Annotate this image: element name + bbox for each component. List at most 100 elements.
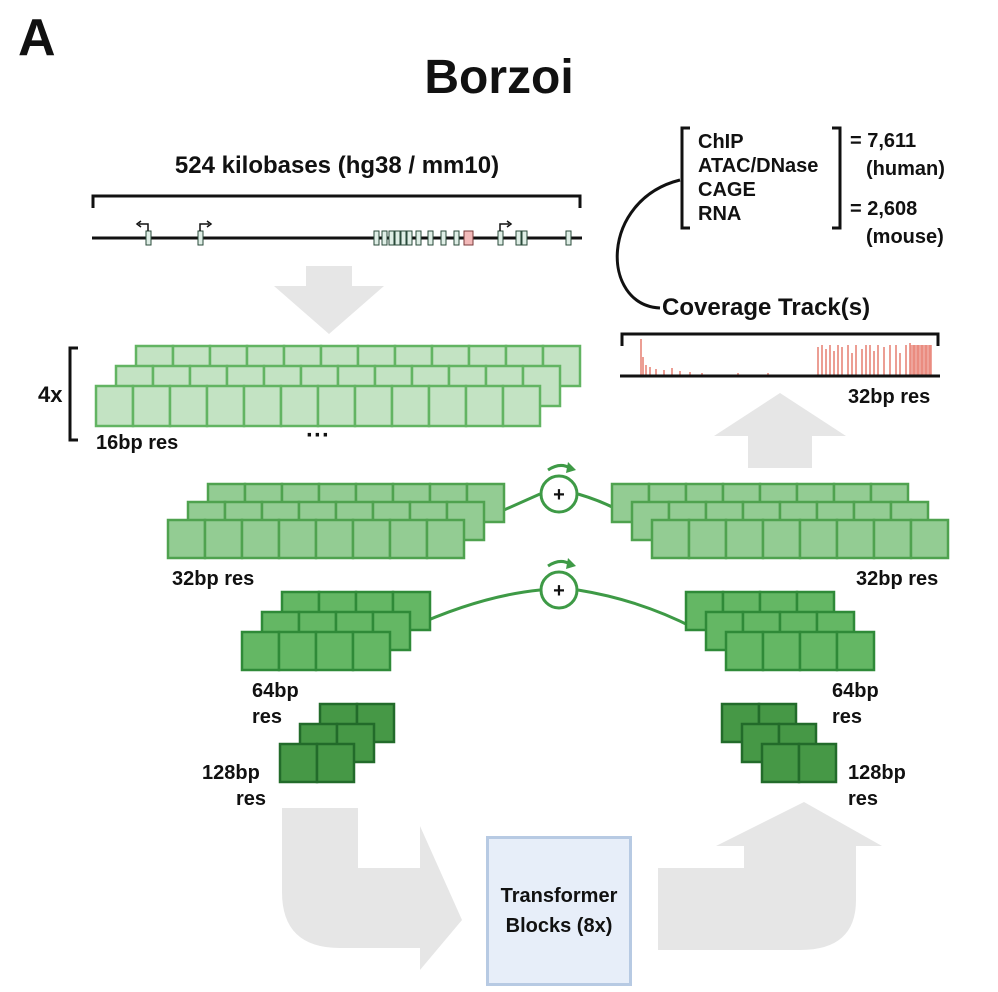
encoder-64bp-stack xyxy=(240,590,432,672)
coverage-bracket xyxy=(620,332,940,346)
block-cell xyxy=(205,384,246,428)
decoder-32bp-stack xyxy=(610,482,950,560)
block-cell xyxy=(279,384,320,428)
coverage-block xyxy=(910,345,932,375)
encoder-res-64-line1: 64bp xyxy=(252,680,299,702)
assay-brackets xyxy=(680,126,842,230)
decoder-res-64-line2: res xyxy=(832,706,863,728)
assay-rna: RNA xyxy=(698,203,742,225)
exon-mark xyxy=(373,230,380,246)
assay-list: ChIP ATAC/DNase CAGE RNA xyxy=(698,130,818,226)
up-arrow xyxy=(714,393,846,468)
tss-arrow-icon xyxy=(135,220,149,231)
block-cell xyxy=(242,384,283,428)
human-label: (human) xyxy=(866,158,945,180)
transformer-line2: Blocks (8x) xyxy=(505,915,613,937)
ellipsis: ··· xyxy=(306,422,330,449)
block-cell xyxy=(835,518,876,560)
exon-mark xyxy=(388,230,395,246)
encoder-16bp-stack xyxy=(94,344,582,428)
block-cell xyxy=(464,384,505,428)
decoder-res-32-label: 32bp res xyxy=(856,568,939,590)
diagram-title: Borzoi xyxy=(424,51,574,104)
block-cell xyxy=(278,742,319,784)
exon-mark xyxy=(415,230,422,246)
block-cell xyxy=(798,630,839,672)
exon-mark xyxy=(400,230,407,246)
encoder-res-64-line2: res xyxy=(252,706,283,728)
coverage-label: Coverage Track(s) xyxy=(662,294,871,321)
exon-mark xyxy=(497,230,504,246)
block-cell xyxy=(203,518,244,560)
block-cell xyxy=(427,384,468,428)
block-cell xyxy=(425,518,466,560)
block-cell xyxy=(316,384,357,428)
block-cell xyxy=(687,518,728,560)
down-arrow xyxy=(274,266,384,334)
block-cell xyxy=(351,518,392,560)
assay-chip: ChIP xyxy=(698,131,744,153)
block-cell xyxy=(315,742,356,784)
block-cell xyxy=(835,630,876,672)
block-cell xyxy=(168,384,209,428)
block-cell xyxy=(872,518,913,560)
block-cell xyxy=(353,384,394,428)
decoder-res-128-line2: res xyxy=(848,788,879,810)
block-cell xyxy=(351,630,392,672)
plus-symbol-32: + xyxy=(553,484,565,506)
encoder-res-128-line1: 128bp xyxy=(202,762,260,784)
exon-mark xyxy=(440,230,447,246)
block-cell xyxy=(277,630,318,672)
assay-to-coverage-connector xyxy=(615,178,681,310)
mouse-count: = 2,608 xyxy=(850,198,918,220)
block-cell xyxy=(240,518,281,560)
block-cell xyxy=(388,518,429,560)
human-count: = 7,611 xyxy=(850,130,917,152)
transformer-blocks-box: Transformer Blocks (8x) xyxy=(486,836,632,986)
block-cell xyxy=(761,630,802,672)
encoder-res-32-label: 32bp res xyxy=(172,568,255,590)
plus-symbol-64: + xyxy=(553,580,565,602)
assay-cage: CAGE xyxy=(698,179,756,201)
decoder-128bp-stack xyxy=(720,702,838,784)
block-cell xyxy=(314,518,355,560)
res-16-label: 16bp res xyxy=(96,432,179,454)
block-cell xyxy=(390,384,431,428)
encoder-32bp-stack xyxy=(166,482,506,560)
target-gene-mark xyxy=(463,230,474,246)
exon-mark xyxy=(394,230,401,246)
tss-arrow-icon xyxy=(199,220,213,231)
block-cell xyxy=(760,742,801,784)
input-length-label: 524 kilobases (hg38 / mm10) xyxy=(174,152,500,179)
transformer-to-decoder-arrow xyxy=(658,802,882,950)
block-cell xyxy=(724,518,765,560)
gene-features xyxy=(135,220,572,246)
block-cell xyxy=(166,518,207,560)
exon-mark xyxy=(453,230,460,246)
block-cell xyxy=(761,518,802,560)
exon-mark xyxy=(381,230,388,246)
decoder-res-64-line1: 64bp xyxy=(832,680,879,702)
exon-mark xyxy=(406,230,413,246)
encoder-to-transformer-arrow xyxy=(282,808,462,970)
coverage-track xyxy=(640,339,932,375)
block-cell xyxy=(277,518,318,560)
encoder-128bp-stack xyxy=(278,702,396,784)
encoder-res-128-line2: res xyxy=(236,788,267,810)
exon-mark xyxy=(515,230,522,246)
transformer-line1: Transformer xyxy=(500,885,618,907)
skip-node-32: + xyxy=(539,462,579,514)
exon-mark xyxy=(521,230,528,246)
coverage-res-label: 32bp res xyxy=(848,386,931,408)
block-cell xyxy=(798,518,839,560)
skip-node-64: + xyxy=(539,558,579,610)
block-cell xyxy=(724,630,765,672)
block-cell xyxy=(94,384,135,428)
block-cell xyxy=(650,518,691,560)
block-cell xyxy=(797,742,838,784)
assay-atac-dnase: ATAC/DNase xyxy=(698,155,819,177)
panel-label: A xyxy=(18,9,56,67)
block-cell xyxy=(909,518,950,560)
